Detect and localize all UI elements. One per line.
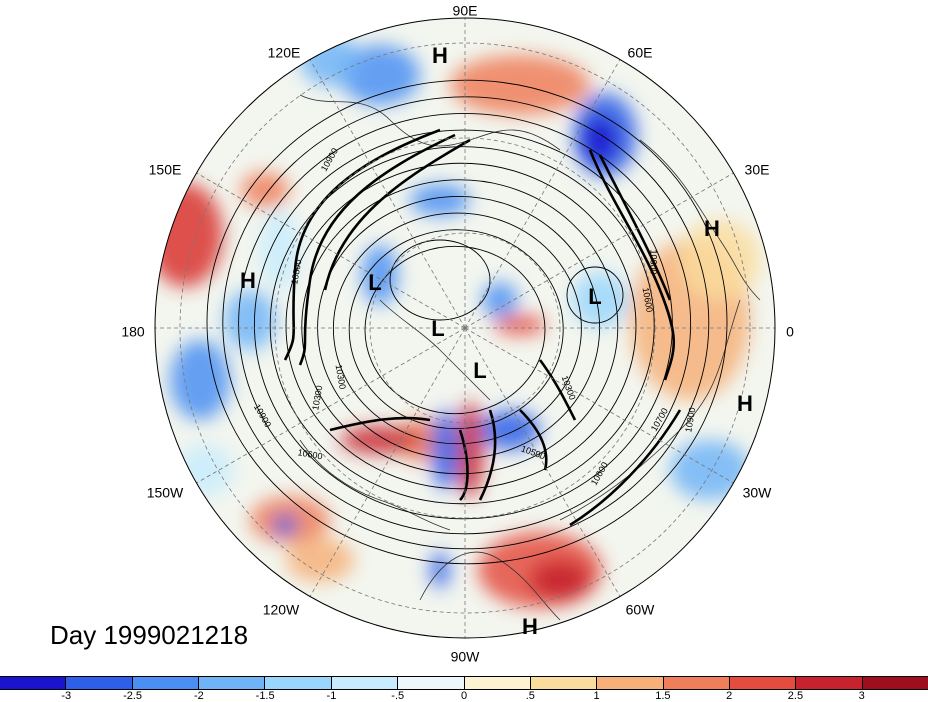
longitude-label: 60E	[628, 45, 653, 61]
colorbar-segment	[530, 677, 598, 689]
longitude-label: 150E	[149, 162, 182, 178]
pressure-center-marker: L	[431, 316, 444, 341]
longitude-label: 120E	[268, 45, 301, 61]
pressure-center-marker: L	[368, 270, 381, 295]
colorbar-segment	[597, 677, 664, 689]
longitude-label: 60W	[626, 602, 656, 618]
colorbar-segment	[729, 677, 797, 689]
colorbar-segment	[132, 677, 200, 689]
colorbar-tick-label: -1	[326, 690, 337, 702]
longitude-label: 0	[786, 324, 794, 340]
height-contours	[206, 79, 728, 565]
colorbar-segment	[66, 677, 133, 689]
day-title: Day 1999021218	[50, 620, 249, 650]
colorbar-segment	[0, 677, 67, 689]
colorbar-tick-label: -2	[193, 690, 204, 702]
pressure-center-marker: H	[737, 391, 753, 416]
pressure-center-marker: H	[704, 216, 720, 241]
map-border	[154, 17, 776, 639]
longitude-label: 120W	[263, 602, 300, 618]
longitude-label: 90E	[453, 3, 478, 19]
longitude-label: 150W	[147, 485, 184, 501]
colorbar-tick-label: -3	[61, 690, 72, 702]
pressure-center-marker: H	[522, 614, 538, 639]
contour-value-label: 10600	[649, 249, 659, 274]
colorbar-segment	[199, 677, 266, 689]
colorbar-segment	[398, 677, 465, 689]
pressure-center-marker: L	[588, 284, 601, 309]
colorbar-tick-label: 2	[726, 690, 733, 702]
colorbar-tick-label: -.5	[391, 690, 405, 702]
colorbar-segment	[331, 677, 399, 689]
colorbar-tick-label: .5	[525, 690, 535, 702]
longitude-label: 30W	[743, 485, 773, 501]
colorbar-segment	[265, 677, 332, 689]
colorbar-tick-label: 1.5	[655, 690, 671, 702]
colorbar-tick-label: 0	[460, 690, 468, 702]
colorbar-tick-label: 1	[593, 690, 600, 702]
colorbar-segment	[663, 677, 730, 689]
contour-value-label: 10300	[310, 385, 324, 411]
colorbar-segment	[464, 677, 531, 689]
jet-contours	[283, 128, 682, 527]
colorbar-tick-label: -1.5	[255, 690, 275, 702]
pressure-center-marker: H	[240, 268, 256, 293]
pressure-center-labels: H H H H H L L L L	[240, 43, 753, 639]
contour-value-label: 10600	[297, 447, 323, 461]
polar-map: 90E 60E 30E 0 30W 60W 90W 120W 150W 180 150E 120E 1…	[121, 3, 794, 665]
pressure-center-marker: H	[432, 43, 448, 68]
contour-value-label: 10800	[289, 259, 303, 285]
longitude-label: 30E	[745, 162, 770, 178]
contour-value-label: 10600	[641, 287, 655, 313]
colorbar-labels: -3 -2.5 -2 -1.5 -1 -.5 0 .5 1 1.5 2 2.5 3	[0, 690, 928, 702]
longitude-label: 90W	[451, 649, 481, 665]
longitude-labels: 90E 60E 30E 0 30W 60W 90W 120W 150W 180 150E 120E	[121, 3, 794, 665]
contour-value-label: 10900	[683, 407, 697, 433]
colorbar-segment	[862, 677, 928, 689]
longitude-label: 180	[121, 324, 145, 340]
pressure-center-marker: L	[473, 358, 486, 383]
colorbar-tick-label: -2.5	[123, 690, 143, 702]
contour-value-label: 10300	[334, 364, 348, 390]
colorbar	[0, 676, 928, 690]
colorbar-tick-label: 3	[858, 690, 865, 702]
graticule	[155, 18, 775, 638]
colorbar-segment	[796, 677, 863, 689]
colorbar-tick-label: 2.5	[787, 690, 804, 702]
